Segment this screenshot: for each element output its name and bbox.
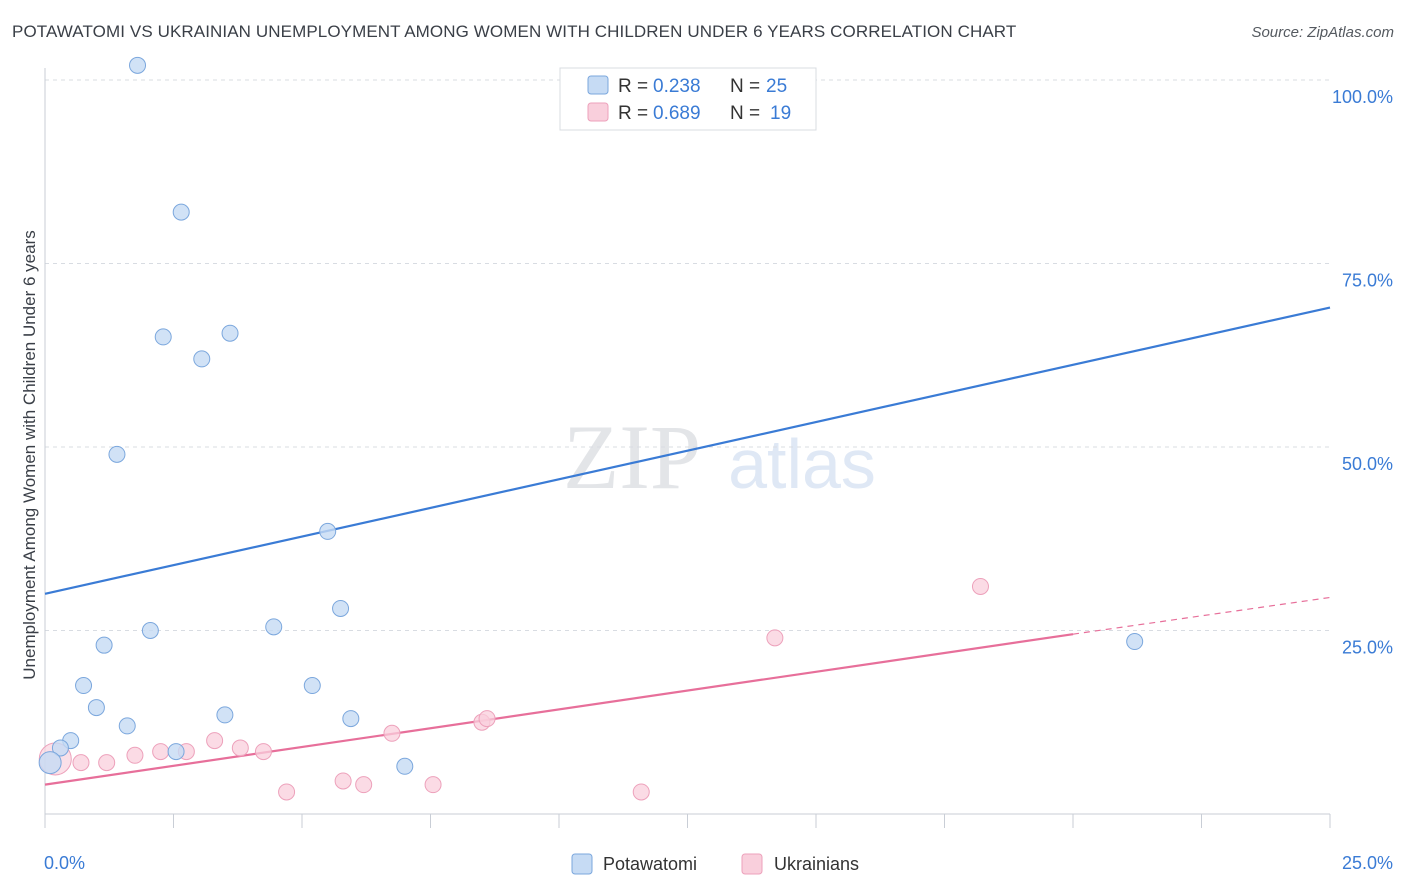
point-potawatomi-5 xyxy=(221,324,239,342)
y-tick-label-75: 75.0% xyxy=(1342,271,1393,291)
legend-r-label-2: R = xyxy=(618,103,648,124)
legend-ukrainians-swatch xyxy=(741,853,763,875)
point-ukrainians-2 xyxy=(98,754,116,772)
point-ukrainians-15 xyxy=(478,710,496,728)
point-potawatomi-16 xyxy=(87,699,105,717)
point-ukrainians-18 xyxy=(971,577,989,595)
point-potawatomi-12 xyxy=(95,636,113,654)
point-ukrainians-3 xyxy=(126,746,144,764)
tick-labels: 100.0% 75.0% 50.0% 25.0% 0.0% 25.0% xyxy=(44,87,1393,873)
point-potawatomi-23 xyxy=(38,751,62,775)
point-potawatomi-6 xyxy=(193,350,211,368)
point-potawatomi-19 xyxy=(118,717,136,735)
grid-lines xyxy=(45,79,1330,631)
legend-r-value-1: 0.238 xyxy=(653,76,701,97)
point-potawatomi-18 xyxy=(342,710,360,728)
point-ukrainians-10 xyxy=(334,772,352,790)
legend-ukrainians-label: Ukrainians xyxy=(774,854,859,874)
point-ukrainians-7 xyxy=(231,739,249,757)
point-potawatomi-9 xyxy=(332,599,350,617)
chart-title: POTAWATOMI VS UKRAINIAN UNEMPLOYMENT AMO… xyxy=(12,22,1017,41)
point-potawatomi-22 xyxy=(167,743,185,761)
point-ukrainians-16 xyxy=(632,783,650,801)
source-label: Source: ZipAtlas.com xyxy=(1251,24,1394,41)
point-potawatomi-7 xyxy=(108,445,126,463)
point-ukrainians-13 xyxy=(424,776,442,794)
point-ukrainians-8 xyxy=(254,743,272,761)
trendline-ukrainians xyxy=(44,633,1074,786)
legend-potawatomi-swatch xyxy=(571,853,593,875)
trendline-potawatomi xyxy=(44,306,1331,595)
point-ukrainians-1 xyxy=(72,754,90,772)
y-tick-label-50: 50.0% xyxy=(1342,454,1393,474)
point-potawatomi-14 xyxy=(75,677,93,695)
trendline-ukrainians-extension xyxy=(1072,596,1331,635)
point-ukrainians-6 xyxy=(206,732,224,750)
series-legend: Potawatomi Ukrainians xyxy=(571,853,859,875)
watermark-zip: ZIP xyxy=(563,406,701,508)
point-ukrainians-17 xyxy=(766,629,784,647)
point-ukrainians-11 xyxy=(355,776,373,794)
legend-r-value-2: 0.689 xyxy=(653,103,701,124)
x-tick-label-25: 25.0% xyxy=(1342,853,1393,873)
watermark-atlas: atlas xyxy=(728,425,876,503)
legend-n-label-1: N = xyxy=(730,76,760,97)
point-potawatomi-3 xyxy=(172,203,190,221)
legend-n-value-1: 25 xyxy=(766,76,787,97)
y-axis-label: Unemployment Among Women with Children U… xyxy=(20,230,39,679)
point-potawatomi-24 xyxy=(396,757,414,775)
point-ukrainians-4 xyxy=(152,743,170,761)
stats-legend: R = 0.238 N = 25 R = 0.689 N = 19 xyxy=(559,67,817,131)
legend-swatch-potawatomi xyxy=(587,75,609,95)
data-points xyxy=(38,56,1144,801)
point-potawatomi-10 xyxy=(141,622,159,639)
point-potawatomi-11 xyxy=(265,618,283,636)
y-tick-label-25: 25.0% xyxy=(1342,638,1393,658)
legend-r-label-1: R = xyxy=(618,76,648,97)
point-potawatomi-21 xyxy=(51,739,69,757)
legend-n-label-2: N = xyxy=(730,103,760,124)
axes xyxy=(44,68,1331,828)
point-potawatomi-15 xyxy=(303,677,321,695)
point-potawatomi-0 xyxy=(129,56,147,74)
point-potawatomi-8 xyxy=(319,522,337,540)
point-ukrainians-12 xyxy=(383,724,401,742)
y-tick-label-100: 100.0% xyxy=(1332,87,1393,107)
point-ukrainians-9 xyxy=(278,783,296,801)
legend-potawatomi-label: Potawatomi xyxy=(603,854,697,874)
point-potawatomi-4 xyxy=(154,328,172,346)
legend-n-value-2: 19 xyxy=(770,103,791,124)
x-tick-label-0: 0.0% xyxy=(44,853,85,873)
point-potawatomi-17 xyxy=(216,706,234,724)
point-potawatomi-13 xyxy=(1126,633,1144,651)
trendlines xyxy=(44,306,1331,786)
legend-swatch-ukrainians xyxy=(587,102,609,122)
